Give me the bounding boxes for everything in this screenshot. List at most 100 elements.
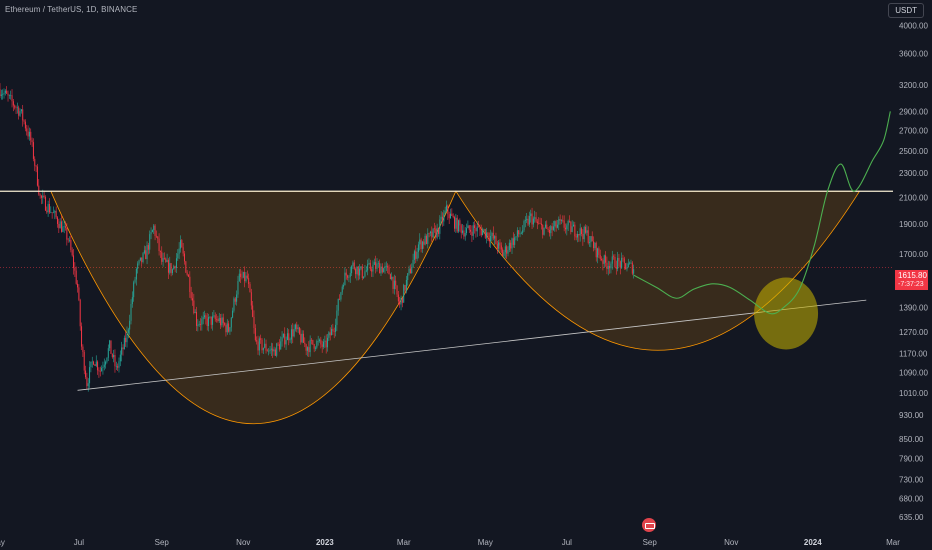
candle	[257, 335, 259, 355]
candle	[388, 264, 390, 275]
candle	[158, 233, 160, 256]
candle-body	[202, 317, 204, 320]
candle-body	[542, 225, 544, 235]
candle	[262, 347, 264, 355]
candle-body	[233, 298, 235, 311]
candle	[193, 293, 195, 315]
candle	[123, 335, 125, 350]
candle-body	[443, 213, 445, 222]
candle	[74, 262, 76, 277]
candle-body	[297, 327, 299, 330]
candle-body	[77, 283, 79, 288]
candle	[468, 225, 470, 234]
candle	[546, 220, 548, 229]
candle-body	[535, 217, 537, 222]
currency-button[interactable]: USDT	[888, 3, 924, 18]
candle	[51, 212, 53, 219]
candle-body	[532, 218, 534, 225]
candle	[26, 124, 28, 136]
candle	[349, 266, 351, 283]
candle	[555, 219, 557, 232]
candle	[300, 328, 302, 345]
candle-body	[571, 226, 573, 233]
candle	[542, 224, 544, 239]
candle-body	[441, 216, 443, 222]
candle-body	[257, 341, 259, 351]
candle	[623, 256, 625, 270]
candle	[615, 260, 617, 275]
candle	[261, 338, 263, 354]
candle-body	[332, 328, 334, 332]
candle-body	[34, 158, 36, 166]
candle	[313, 343, 315, 353]
candle	[547, 227, 549, 233]
candle	[142, 252, 144, 264]
candle	[607, 260, 609, 276]
candle	[482, 227, 484, 236]
candle-body	[289, 339, 291, 341]
candle-body	[496, 244, 498, 249]
candle-body	[353, 262, 355, 269]
candle	[3, 88, 5, 99]
candle	[339, 294, 341, 301]
candle	[415, 245, 417, 264]
candle	[518, 229, 520, 238]
candle	[293, 324, 295, 338]
candle	[495, 232, 497, 245]
candle	[314, 346, 316, 352]
candle	[206, 313, 208, 331]
candle-body	[221, 317, 223, 326]
candle	[242, 271, 244, 279]
candle	[126, 326, 128, 348]
candle	[209, 316, 211, 319]
candle	[446, 200, 447, 213]
candle	[484, 228, 486, 239]
candle-body	[329, 332, 331, 336]
candle-body	[617, 257, 619, 269]
candle-body	[175, 258, 177, 269]
candle-body	[538, 223, 540, 224]
candle	[618, 253, 620, 267]
tradingview-logo-icon[interactable]	[642, 518, 656, 532]
candle	[155, 230, 157, 239]
candle-body	[187, 274, 189, 277]
candle	[253, 310, 255, 334]
candle	[46, 206, 48, 214]
candle-body	[229, 327, 231, 332]
candle	[383, 267, 385, 273]
candle-body	[166, 260, 168, 263]
candle-body	[125, 337, 127, 343]
candle-body	[218, 318, 220, 322]
candle	[344, 267, 346, 286]
candle-body	[375, 262, 377, 269]
candle	[606, 256, 608, 275]
candle-body	[98, 370, 100, 372]
candle	[451, 208, 453, 216]
candle	[405, 275, 407, 294]
candle	[122, 344, 124, 356]
candle	[343, 282, 345, 290]
candle-body	[594, 242, 596, 249]
candle-body	[312, 339, 314, 345]
candle-body	[558, 219, 560, 225]
candle-body	[107, 348, 109, 358]
candle-body	[3, 92, 5, 95]
candle	[183, 250, 185, 265]
candle	[427, 228, 429, 249]
y-tick-label: 1170.00	[899, 350, 928, 359]
candle-body	[388, 267, 390, 275]
candle	[626, 262, 628, 272]
candle-body	[321, 344, 323, 347]
candle-body	[462, 230, 464, 233]
candle-body	[429, 231, 431, 234]
candle-body	[12, 101, 14, 106]
candle-body	[264, 343, 266, 348]
candle	[621, 252, 623, 269]
candle-body	[284, 333, 286, 345]
candle	[395, 275, 397, 290]
candle	[409, 264, 411, 274]
candle-body	[619, 261, 621, 268]
candle	[113, 349, 115, 363]
candle	[581, 226, 583, 237]
